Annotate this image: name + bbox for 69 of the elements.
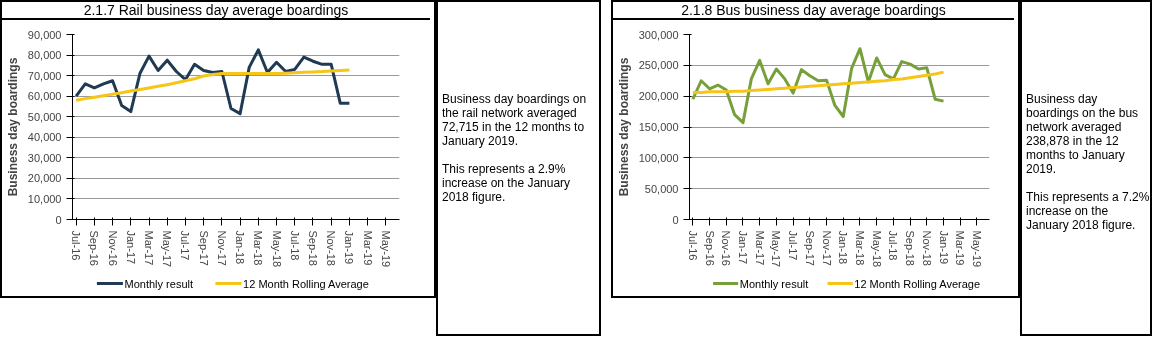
y-tick-label: 150,000 bbox=[638, 121, 679, 133]
x-tick-label: Mar-19 bbox=[361, 230, 374, 266]
y-tick-label: 30,000 bbox=[27, 151, 62, 164]
legend-label: 12 Month Rolling Average bbox=[243, 277, 369, 290]
x-tick-label: Jul-17 bbox=[787, 230, 800, 261]
legend-label: Monthly result bbox=[739, 277, 809, 290]
x-tick-label: Jul-18 bbox=[288, 230, 301, 261]
x-tick-label: Jul-18 bbox=[887, 230, 900, 261]
x-tick-label: Nov-16 bbox=[720, 230, 733, 266]
x-tick-label: Sep-18 bbox=[904, 230, 917, 266]
line-series bbox=[691, 47, 946, 125]
x-tick-label: Nov-16 bbox=[106, 230, 119, 266]
y-tick-label: 50,000 bbox=[27, 110, 62, 123]
chart-title: 2.1.8 Bus business day average boardings bbox=[613, 2, 1014, 20]
y-tick-label: 200,000 bbox=[638, 90, 679, 103]
x-tick-label: Sep-16 bbox=[88, 230, 101, 266]
x-tick-label: Jul-16 bbox=[686, 230, 699, 261]
legend-label: 12 Month Rolling Average bbox=[854, 277, 981, 290]
x-tick-label: Jan-18 bbox=[837, 230, 850, 265]
x-tick-label: May-17 bbox=[770, 230, 783, 268]
x-tick-label: Jan-17 bbox=[124, 230, 137, 265]
x-tick-label: Mar-19 bbox=[954, 230, 967, 266]
y-axis-title: Business day boardings bbox=[616, 57, 631, 197]
x-tick-label: Sep-17 bbox=[197, 230, 210, 266]
y-tick-label: 300,000 bbox=[638, 28, 679, 41]
text: This represents a 2.9% increase on the January 2018 figure. bbox=[442, 162, 572, 204]
y-tick-label: 100,000 bbox=[638, 151, 679, 164]
line-series bbox=[74, 68, 351, 102]
y-tick-label: 250,000 bbox=[638, 59, 679, 72]
x-tick-label: Sep-18 bbox=[306, 230, 319, 266]
line-series bbox=[691, 70, 946, 94]
y-tick-label: 50,000 bbox=[644, 182, 679, 195]
x-tick-label: Jan-19 bbox=[343, 230, 356, 265]
x-tick-label: Mar-17 bbox=[753, 230, 766, 266]
y-tick-label: 70,000 bbox=[27, 69, 62, 82]
x-tick-label: May-19 bbox=[970, 230, 983, 268]
x-tick-label: Nov-17 bbox=[215, 230, 228, 266]
x-tick-label: Nov-18 bbox=[325, 230, 338, 266]
y-tick-label: 20,000 bbox=[27, 172, 62, 185]
x-tick-label: Jan-17 bbox=[736, 230, 749, 265]
x-tick-label: May-18 bbox=[270, 230, 283, 268]
x-tick-label: May-17 bbox=[161, 230, 174, 268]
x-tick-label: Jan-19 bbox=[937, 230, 950, 265]
x-tick-label: Jul-17 bbox=[179, 230, 192, 261]
y-tick-label: 80,000 bbox=[27, 49, 62, 62]
x-tick-label: Nov-17 bbox=[820, 230, 833, 266]
y-tick-label: 0 bbox=[55, 213, 62, 226]
line-series bbox=[74, 48, 351, 116]
x-tick-label: May-18 bbox=[870, 230, 883, 268]
x-tick-label: May-19 bbox=[379, 230, 392, 268]
x-tick-label: Jan-18 bbox=[234, 230, 247, 265]
y-tick-label: 90,000 bbox=[27, 28, 62, 41]
x-tick-label: Nov-18 bbox=[920, 230, 933, 266]
y-tick-label: 0 bbox=[672, 213, 679, 226]
text: Business day boardings on the bus network averaged 238,878 in the 12 months to January 2019. bbox=[1026, 92, 1140, 176]
text: Business day boardings on the rail network averaged 72,715 in the 12 months to January 2019. bbox=[442, 92, 588, 148]
y-tick-label: 40,000 bbox=[27, 131, 62, 144]
text: This represents a 7.2% increase on the January 2018 figure. bbox=[1026, 190, 1150, 232]
chart-title: 2.1.7 Rail business day average boardings bbox=[2, 2, 430, 20]
x-tick-label: Mar-18 bbox=[853, 230, 866, 266]
y-tick-label: 60,000 bbox=[27, 90, 62, 103]
x-tick-label: Sep-16 bbox=[703, 230, 716, 266]
x-tick-label: Sep-17 bbox=[803, 230, 816, 266]
legend-label: Monthly result bbox=[124, 277, 194, 290]
x-tick-label: Jul-16 bbox=[70, 230, 83, 261]
y-tick-label: 10,000 bbox=[27, 192, 62, 205]
x-tick-label: Mar-17 bbox=[143, 230, 156, 266]
y-axis-title: Business day boardings bbox=[5, 57, 20, 197]
x-tick-label: Mar-18 bbox=[252, 230, 265, 266]
